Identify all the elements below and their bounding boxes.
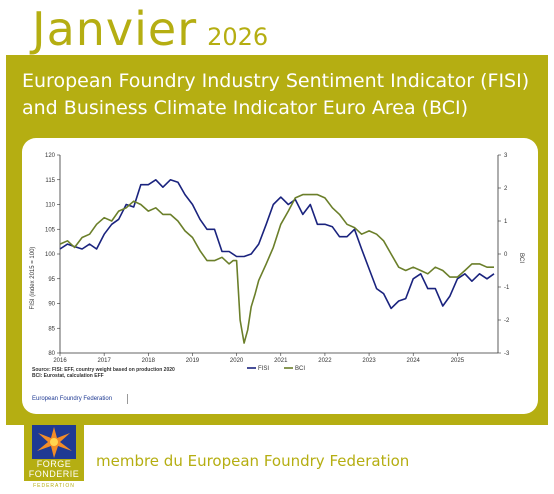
series-line-bci [59,193,494,344]
series-line-fisi [59,178,495,310]
y-left-tick-label: 105 [45,227,56,233]
issue-month: Janvier [32,2,198,56]
logo-text-fonderie: FONDERIE [28,469,80,479]
x-tick-label: 2024 [407,358,421,364]
legend-label-fisi: FISI [258,366,269,372]
footer-divider [127,394,128,404]
source-note-line-1: Source: FISI: EFF, country weight based … [32,367,175,373]
y-axis-right-label: BCI [518,253,524,263]
y-right-tick-label: -1 [504,285,510,291]
forge-fonderie-logo: FORGE FONDERIE FEDERATION [24,421,84,491]
x-tick-label: 2022 [318,358,332,364]
legend-label-bci: BCI [295,366,305,372]
x-tick-label: 2023 [362,358,376,364]
source-note-line-2: BCI: Eurostat, calculation EFF [32,373,104,379]
chart-legend: FISI BCI [247,366,305,372]
fisi-bci-line-chart: 80 85 90 95 100 105 110 115 120 -3 -2 -1 0 1 2 3 2016 201… [30,153,524,379]
membership-note: membre du European Foundry Federation [96,452,410,470]
x-tick-label: 2021 [274,358,288,364]
x-tick-label: 2019 [186,358,200,364]
y-left-tick-label: 95 [48,277,55,283]
y-axis-left-label: FISI (index 2015 = 100) [30,247,36,310]
x-tick-label: 2016 [53,358,67,364]
y-left-tick-label: 110 [45,203,55,209]
logo-band [24,481,84,491]
chart-title-line-2: and Business Climate Indicator Euro Area… [22,97,469,119]
y-left-tick-label: 90 [48,302,55,308]
logo-text-forge: FORGE [36,459,72,469]
chart-axes: 80 85 90 95 100 105 110 115 120 -3 -2 -1 0 1 2 3 2016 201… [45,153,510,364]
y-left-tick-label: 120 [45,153,56,159]
x-tick-label: 2025 [451,358,465,364]
y-right-tick-label: -2 [504,318,510,324]
x-tick-label: 2017 [97,358,111,364]
issue-date: Janvier 2026 [32,6,268,52]
y-right-tick-label: 2 [504,186,508,192]
chart-card: 80 85 90 95 100 105 110 115 120 -3 -2 -1 0 1 2 3 2016 201… [22,138,538,414]
chart-title: European Foundry Industry Sentiment Indi… [22,68,542,122]
y-right-tick-label: 3 [504,153,508,159]
y-left-tick-label: 100 [45,252,56,258]
logo-text-federation: FEDERATION [33,483,75,489]
y-left-tick-label: 85 [48,326,55,332]
y-left-tick-label: 115 [45,178,55,184]
issue-year: 2026 [207,23,269,51]
chart-series [59,178,495,344]
y-right-tick-label: -3 [504,351,510,357]
y-right-tick-label: 1 [504,219,508,225]
x-tick-label: 2018 [142,358,156,364]
x-tick-label: 2020 [230,358,244,364]
y-left-tick-label: 80 [48,351,55,357]
footer-federation-link[interactable]: European Foundry Federation [32,396,113,402]
spark-star-icon [32,425,76,459]
chart-title-line-1: European Foundry Industry Sentiment Indi… [22,70,530,92]
y-right-tick-label: 0 [504,252,508,258]
